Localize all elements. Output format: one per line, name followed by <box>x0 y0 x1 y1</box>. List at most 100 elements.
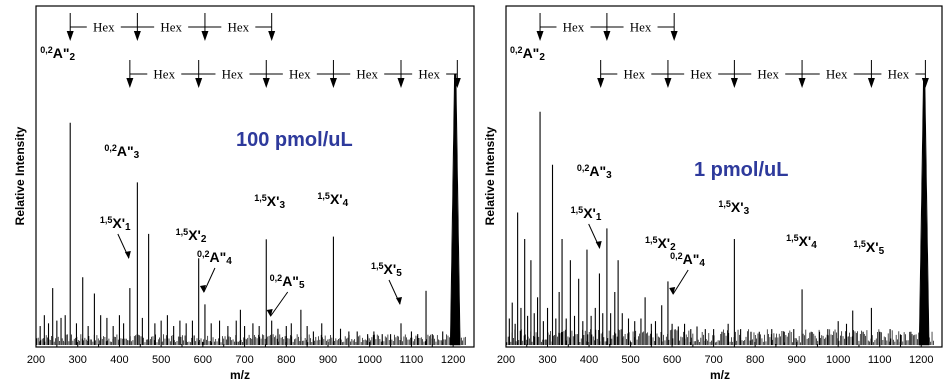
hex-ladders-group: Hex Hex Hex Hex Hex Hex Hex <box>536 13 929 88</box>
hex-ladder-arrow <box>867 78 875 88</box>
fragment-label: 1,5X'2 <box>176 227 207 245</box>
fragment-arrowhead <box>199 285 206 293</box>
hex-label: Hex <box>418 67 440 82</box>
fragment-label: 0,2A"4 <box>197 249 232 267</box>
hex-label: Hex <box>160 20 182 35</box>
plot-frame <box>505 5 943 348</box>
x-tick-label-1000: 1000 <box>826 354 850 366</box>
x-tick-label-900: 900 <box>319 354 337 366</box>
fragment-label: 1,5X'5 <box>371 261 402 279</box>
hex-ladder-arrow <box>453 78 461 88</box>
y-axis-label: Relative Intensity <box>13 126 27 225</box>
x-tick-label-700: 700 <box>704 354 722 366</box>
fragment-label: 1,5X'1 <box>571 205 602 223</box>
hex-ladder-arrow <box>798 78 806 88</box>
fragment-label: 0,2A"3 <box>577 163 612 181</box>
hex-ladder-arrow <box>262 78 270 88</box>
hex-ladder-arrow <box>201 31 209 41</box>
hex-ladder-arrow <box>268 31 276 41</box>
hex-ladder-arrow <box>126 78 134 88</box>
hex-label: Hex <box>356 67 378 82</box>
x-tick-label-300: 300 <box>69 354 87 366</box>
hex-label: Hex <box>630 20 652 35</box>
x-tick-label-300: 300 <box>538 354 556 366</box>
x-ticks-group: 200 300 400 500 600 700 800 900 1000 1100 1200 <box>27 342 465 366</box>
hex-ladder-arrow <box>536 31 544 41</box>
x-tick-label-600: 600 <box>663 354 681 366</box>
fragment-label: 1,5X'2 <box>645 235 676 253</box>
hex-ladder-arrow <box>597 78 605 88</box>
hex-label: Hex <box>623 67 645 82</box>
x-tick-label-1200: 1200 <box>441 354 465 366</box>
hex-label: Hex <box>888 67 910 82</box>
hex-ladder-arrow <box>664 78 672 88</box>
hex-label: Hex <box>563 20 585 35</box>
x-tick-label-200: 200 <box>27 354 45 366</box>
fragment-label: 0,2A"2 <box>40 45 75 63</box>
y-axis-label: Relative Intensity <box>483 126 497 225</box>
peaks-group <box>506 79 934 346</box>
fragment-arrowhead <box>266 309 273 317</box>
hex-label: Hex <box>826 67 848 82</box>
fragment-label: 1,5X'4 <box>317 191 348 209</box>
plot-frame <box>35 5 475 348</box>
fragment-label: 0,2A"3 <box>104 143 139 161</box>
annotations-group: 0,2A"2 0,2A"3 1,5X'1 1,5X'2 0,2A"4 1,5X'3 0,2A… <box>40 45 402 317</box>
hex-ladder-arrow <box>195 78 203 88</box>
hex-ladder-arrow <box>730 78 738 88</box>
fragment-label: 1,5X'1 <box>100 215 131 233</box>
annotations-group: 0,2A"2 0,2A"3 1,5X'1 1,5X'20,2A"4 1,5X'3 1,5X… <box>510 45 885 295</box>
fragment-label: 1,5X'3 <box>718 199 749 217</box>
x-tick-label-200: 200 <box>497 354 515 366</box>
hex-ladders-group: Hex Hex Hex Hex Hex Hex Hex Hex <box>66 13 461 88</box>
fragment-label: 1,5X'3 <box>254 193 285 211</box>
hex-ladder-arrow <box>603 31 611 41</box>
x-tick-label-700: 700 <box>235 354 253 366</box>
hex-ladder-arrow <box>329 78 337 88</box>
x-tick-label-800: 800 <box>277 354 295 366</box>
x-tick-label-1000: 1000 <box>357 354 381 366</box>
x-tick-label-1100: 1100 <box>868 354 892 366</box>
hex-label: Hex <box>690 67 712 82</box>
fragment-label: 0,2A"5 <box>270 273 305 291</box>
fragment-arrow <box>672 269 689 295</box>
hex-label: Hex <box>227 20 249 35</box>
hex-ladder-arrow <box>66 31 74 41</box>
x-tick-label-600: 600 <box>194 354 212 366</box>
x-axis-label: m/z <box>230 368 250 382</box>
fragment-arrowhead <box>595 241 602 249</box>
concentration-label: 100 pmol/uL <box>236 129 353 151</box>
hex-ladder-arrow <box>397 78 405 88</box>
hex-label: Hex <box>222 67 244 82</box>
hex-ladder-arrow <box>921 78 929 88</box>
hex-ladder-arrow <box>670 31 678 41</box>
hex-label: Hex <box>757 67 779 82</box>
x-tick-label-400: 400 <box>110 354 128 366</box>
hex-ladder-arrow <box>133 31 141 41</box>
fragment-arrowhead <box>124 251 131 259</box>
fragment-label: 0,2A"2 <box>510 45 545 63</box>
fragment-label: 0,2A"4 <box>670 251 705 269</box>
hex-label: Hex <box>289 67 311 82</box>
fragment-arrow <box>270 291 289 317</box>
x-tick-label-1200: 1200 <box>909 354 933 366</box>
x-tick-label-500: 500 <box>152 354 170 366</box>
x-ticks-group: 200 300 400 500 600 700 800 900 1000 1100 1200 <box>497 342 933 366</box>
x-tick-label-1100: 1100 <box>400 354 424 366</box>
hex-label: Hex <box>153 67 175 82</box>
fragment-label: 1,5X'4 <box>786 233 817 251</box>
x-axis-label: m/z <box>710 368 730 382</box>
fragment-label: 1,5X'5 <box>853 239 884 257</box>
fragment-arrowhead <box>669 287 676 295</box>
spectrum-panel-100pmol: 100 pmol/uL Relative Intensity m/z 200 30… <box>13 5 475 382</box>
spectrum-panel-1pmol: 1 pmol/uL Relative Intensity m/z 200 300 4… <box>483 5 943 382</box>
x-tick-label-900: 900 <box>787 354 805 366</box>
x-tick-label-800: 800 <box>746 354 764 366</box>
x-tick-label-400: 400 <box>580 354 598 366</box>
concentration-label: 1 pmol/uL <box>694 159 788 181</box>
hex-label: Hex <box>93 20 115 35</box>
x-tick-label-500: 500 <box>621 354 639 366</box>
fragment-arrowhead <box>396 297 402 305</box>
fragment-arrow <box>203 267 216 293</box>
